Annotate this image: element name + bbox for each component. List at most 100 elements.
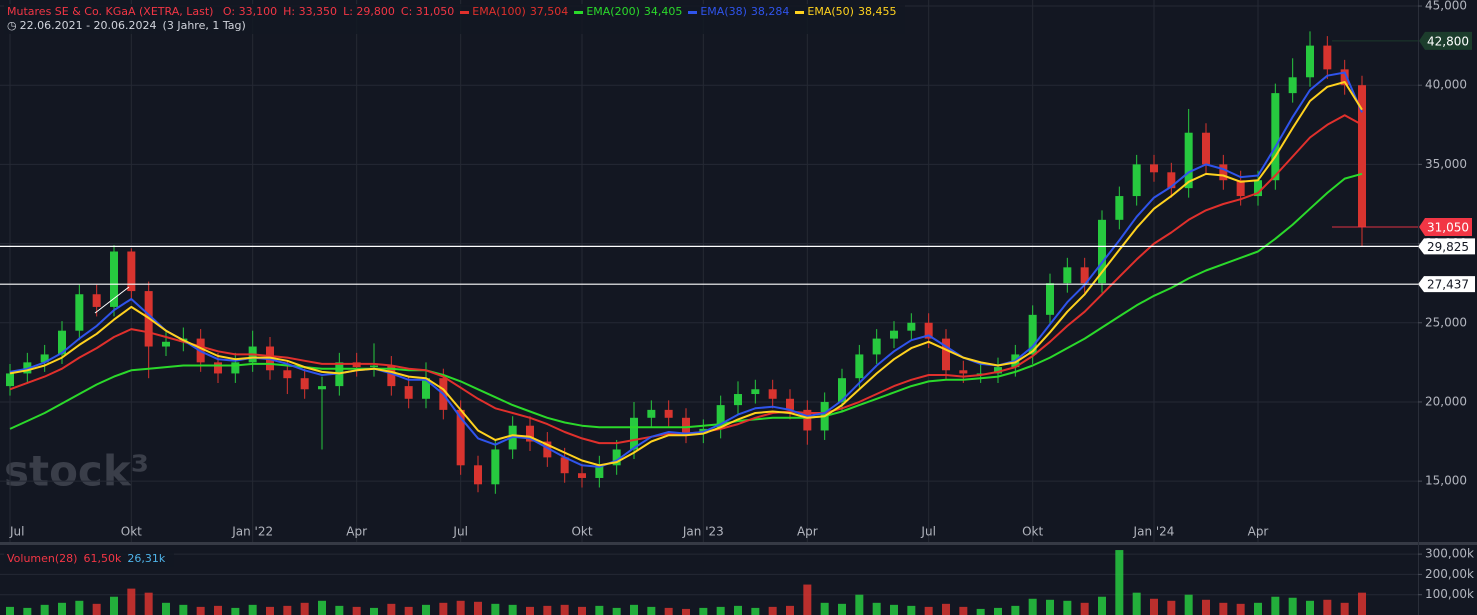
candle-body: [716, 405, 725, 429]
ema-line: [9, 81, 1363, 467]
legend-name: EMA(50): [807, 5, 854, 18]
candle-body: [942, 338, 950, 371]
volume-bar: [699, 607, 708, 615]
candle-body: [58, 330, 66, 355]
volume-bar: [1323, 599, 1332, 615]
volume-bar: [942, 603, 950, 615]
volume-bar: [959, 606, 968, 615]
y-tick-label: 100,00k: [1425, 587, 1474, 601]
price-tag-label: 31,050: [1427, 220, 1469, 234]
candle-body: [1271, 93, 1280, 181]
candle-body: [318, 386, 326, 390]
volume-ma-value: 26,31k: [127, 552, 166, 565]
x-tick-label: Okt: [571, 525, 592, 539]
candle-body: [1098, 219, 1106, 284]
price-legend: Mutares SE & Co. KGaA (XETRA, Last) O: 3…: [4, 4, 906, 34]
volume-bar: [248, 604, 257, 615]
candle-body: [924, 322, 933, 339]
volume-bar: [838, 603, 846, 615]
candle-body: [959, 370, 968, 374]
volume-bar: [1288, 597, 1297, 615]
candle-body: [682, 417, 690, 434]
volume-bar: [162, 602, 170, 615]
candle-body: [612, 449, 621, 466]
candle-body: [1323, 45, 1332, 70]
candle-body: [855, 354, 864, 379]
volume-bar: [266, 606, 274, 615]
volume-bar: [560, 604, 569, 615]
volume-bar: [491, 603, 500, 615]
volume-bar: [578, 606, 586, 615]
volume-bar: [1254, 602, 1262, 615]
volume-bar: [1219, 602, 1228, 615]
legend-swatch: [574, 10, 584, 14]
candle-body: [474, 465, 482, 485]
volume-bar: [682, 608, 690, 615]
ema-line: [9, 172, 1363, 430]
volume-bar: [1115, 550, 1124, 615]
candle-body: [526, 425, 534, 442]
y-tick-label: 300,00k: [1425, 547, 1474, 561]
volume-bar: [630, 604, 638, 615]
volume-bar: [1011, 605, 1020, 615]
volume-bar: [1167, 600, 1176, 615]
x-tick-label: Jan '22: [231, 525, 273, 539]
candle-body: [1340, 69, 1349, 86]
volume-bar: [335, 605, 344, 615]
candle-body: [40, 354, 49, 363]
volume-bar: [907, 605, 916, 615]
volume-bar: [318, 600, 326, 615]
volume-bar: [144, 592, 153, 615]
ohlc-label: H: 33,350: [283, 5, 338, 18]
volume-bar: [370, 607, 378, 615]
volume-bar: [1358, 592, 1366, 615]
volume-bar: [1046, 599, 1054, 615]
trend-line: [94, 286, 130, 314]
candle-body: [127, 251, 136, 292]
candle-body: [543, 441, 552, 458]
volume-bar: [6, 606, 14, 615]
ohlc-label: O: 33,100: [222, 5, 278, 18]
volume-bar: [456, 600, 465, 615]
candle-body: [786, 398, 794, 410]
candle-body: [404, 386, 413, 399]
candle-body: [1150, 164, 1158, 173]
legend-value: 38,284: [750, 5, 790, 18]
price-label-box: [1418, 238, 1475, 255]
volume-bar: [1080, 602, 1089, 615]
volume-bar: [1184, 594, 1193, 615]
legend-value: 38,455: [857, 5, 897, 18]
candle-body: [630, 417, 638, 450]
x-tick-label: Okt: [121, 525, 142, 539]
volume-bar: [820, 602, 829, 615]
ema-line: [9, 71, 1363, 468]
candle-body: [456, 409, 465, 466]
volume-bar: [664, 607, 673, 615]
volume-bar: [924, 606, 933, 615]
volume-bar: [179, 604, 188, 615]
legend-value: 34,405: [643, 5, 683, 18]
candle-body: [994, 367, 1002, 374]
candle-body: [1046, 283, 1054, 315]
x-tick-label: Jul: [920, 525, 935, 539]
y-tick-label: 20,000: [1425, 394, 1467, 408]
candle-body: [1063, 267, 1072, 284]
candle-body: [1288, 77, 1297, 94]
volume-bar: [768, 606, 777, 615]
overlay: 29,825 27,437 42,800 31,050: [0, 31, 1475, 293]
candle-body: [734, 394, 742, 406]
volume-bar: [890, 604, 898, 615]
volume-bar: [595, 605, 604, 615]
volume-bar: [872, 602, 881, 615]
volume-bar: [58, 602, 66, 615]
volume-bar: [40, 604, 49, 615]
volume-bar: [543, 605, 552, 615]
x-tick-label: Okt: [1022, 525, 1043, 539]
volume-bar: [1306, 600, 1314, 615]
candle-body: [370, 365, 378, 368]
legend-name: EMA(200): [586, 5, 640, 18]
candle-body: [231, 362, 240, 374]
volume-bar: [1202, 599, 1210, 615]
